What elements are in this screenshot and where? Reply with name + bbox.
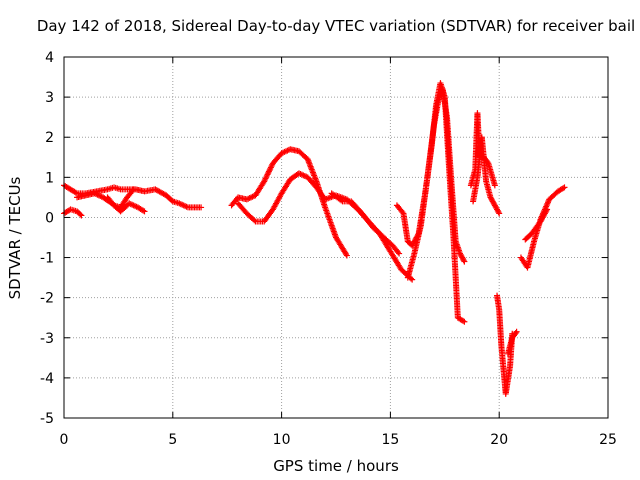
data-point — [77, 211, 84, 218]
x-tick-label: 15 — [381, 432, 399, 448]
y-tick-label: 1 — [45, 170, 54, 186]
x-axis-label: GPS time / hours — [273, 457, 399, 475]
data-point — [543, 207, 550, 214]
data-point — [198, 204, 205, 211]
y-tick-label: -2 — [40, 291, 54, 307]
data-point — [265, 170, 272, 177]
data-point — [491, 182, 498, 189]
data-point — [130, 186, 137, 193]
data-point — [261, 178, 268, 185]
data-point — [495, 209, 502, 216]
data-point — [251, 217, 258, 224]
series-track-15 — [522, 206, 551, 243]
x-tick-label: 25 — [599, 432, 617, 448]
data-point — [265, 168, 272, 175]
data-point — [560, 185, 567, 192]
series-track-4 — [104, 186, 137, 211]
x-tick-label: 5 — [168, 432, 177, 448]
data-point — [129, 187, 136, 194]
grid — [64, 57, 608, 418]
data-point — [266, 167, 273, 174]
data-point — [263, 174, 270, 181]
data-point — [544, 206, 551, 213]
data-point — [461, 318, 468, 325]
data-point — [512, 329, 519, 336]
y-tick-label: -1 — [40, 251, 54, 267]
data-point — [460, 317, 467, 324]
data-marks — [61, 80, 568, 397]
series-track-11 — [470, 134, 503, 217]
data-point — [496, 210, 503, 217]
plot-border — [63, 56, 609, 419]
series-track-13 — [504, 328, 520, 357]
series-track-7 — [328, 190, 403, 257]
y-tick-label: -5 — [40, 411, 54, 427]
y-tick-label: 0 — [45, 210, 54, 226]
data-point — [140, 207, 147, 214]
data-point — [268, 163, 275, 170]
x-tick-label: 20 — [490, 432, 508, 448]
chart-title: Day 142 of 2018, Sidereal Day-to-day VTE… — [37, 17, 635, 35]
data-point — [461, 258, 468, 265]
data-point — [141, 208, 148, 215]
data-point — [460, 257, 467, 264]
y-tick-label: -3 — [40, 331, 54, 347]
series-track-12 — [494, 292, 516, 397]
data-point — [263, 172, 270, 179]
series-track-2 — [61, 206, 85, 219]
data-point — [399, 209, 406, 216]
series-track-10 — [467, 110, 498, 189]
data-point — [262, 175, 269, 182]
y-axis-label: SDTVAR / TECUs — [6, 176, 24, 299]
data-point — [409, 276, 416, 283]
data-point — [396, 250, 403, 257]
data-point — [264, 171, 271, 178]
data-point — [343, 251, 350, 258]
y-tick-label: -4 — [40, 371, 54, 387]
data-point — [338, 197, 345, 204]
data-point — [343, 252, 350, 259]
x-tick-label: 0 — [60, 432, 69, 448]
tick-labels: 0 5 10 15 20 25 -5 -4 -3 -2 -1 0 1 2 3 4 — [40, 50, 617, 448]
data-point — [78, 212, 85, 219]
data-point — [513, 328, 520, 335]
data-point — [561, 184, 568, 191]
data-point — [261, 176, 268, 183]
data-point — [72, 189, 79, 196]
x-tick-label: 10 — [273, 432, 291, 448]
data-point — [267, 164, 274, 171]
y-tick-label: 4 — [45, 50, 54, 66]
series-track-9 — [404, 86, 468, 281]
data-point — [395, 249, 402, 256]
y-tick-label: 3 — [45, 90, 54, 106]
y-tick-label: 2 — [45, 130, 54, 146]
data-point — [267, 165, 274, 172]
